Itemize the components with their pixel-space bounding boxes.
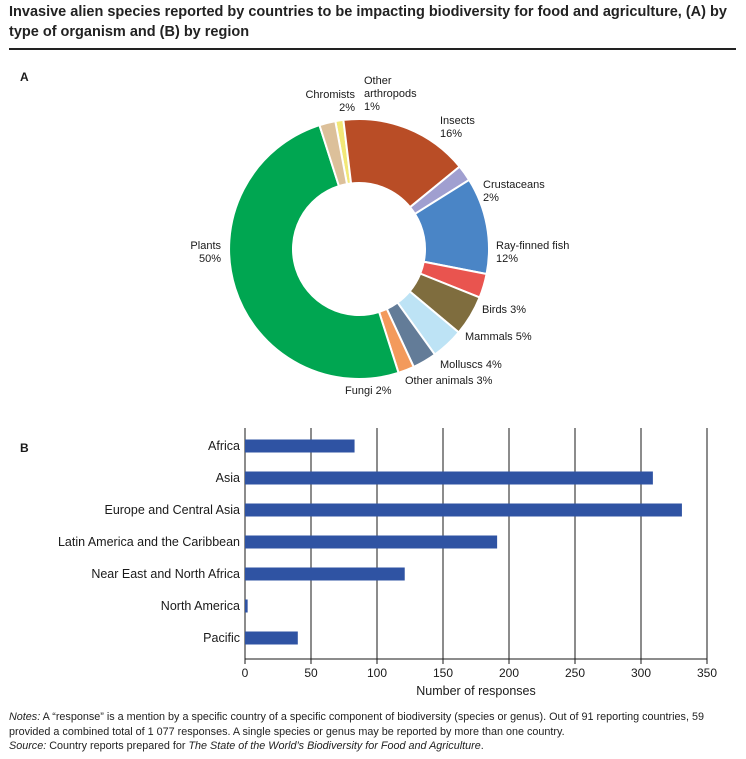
notes-paragraph: Notes: A “response” is a mention by a sp… xyxy=(9,710,739,739)
bar-near-east-and-north-africa xyxy=(245,567,405,581)
source-italic: The State of the World’s Biodiversity fo… xyxy=(188,740,481,752)
slice-label-other-animals: Other animals 3% xyxy=(405,375,493,387)
slice-label-line: Ray-finned fish xyxy=(496,240,569,252)
x-tick-label: 250 xyxy=(565,666,585,680)
slice-label-line: Crustaceans xyxy=(483,179,545,191)
slice-label-insects: Insects 16% xyxy=(440,115,475,140)
x-axis-title: Number of responses xyxy=(416,684,536,698)
category-label-latin-america-and-the-caribbean: Latin America and the Caribbean xyxy=(58,535,240,549)
bar-africa xyxy=(245,439,355,453)
slice-plants xyxy=(228,123,400,380)
x-tick-label: 150 xyxy=(433,666,453,680)
slice-label-line: 50% xyxy=(199,253,221,265)
x-tick-label: 50 xyxy=(304,666,318,680)
panel-a-letter: A xyxy=(20,70,29,84)
bar-north-america xyxy=(245,599,248,613)
source-end: . xyxy=(480,740,484,752)
slice-label-line: 1% xyxy=(364,101,380,113)
bar-europe-and-central-asia xyxy=(245,503,682,517)
slice-label-line: Molluscs 4% xyxy=(440,359,502,371)
x-tick-label: 0 xyxy=(242,666,249,680)
slice-label-line: Chromists xyxy=(305,89,355,101)
slice-label-line: 2% xyxy=(483,192,499,204)
bar-chart: 0 50 100 150 200 250 300 350 Africa Asia Europe an… xyxy=(58,428,717,698)
notes-block: Notes: A “response” is a mention by a sp… xyxy=(9,710,739,754)
slice-label-crustaceans: Crustaceans 2% xyxy=(483,179,545,204)
slice-label-mammals: Mammals 5% xyxy=(465,331,532,343)
slice-label-line: Fungi 2% xyxy=(345,385,392,397)
x-tick-label: 300 xyxy=(631,666,651,680)
slice-label-molluscs: Molluscs 4% xyxy=(440,359,502,371)
slice-label-line: Other animals 3% xyxy=(405,375,493,387)
category-label-asia: Asia xyxy=(216,471,240,485)
x-tick-label: 200 xyxy=(499,666,519,680)
notes-label: Notes: xyxy=(9,711,41,723)
bar-pacific xyxy=(245,631,298,645)
slice-label-line: 12% xyxy=(496,253,518,265)
title-rule xyxy=(9,48,736,50)
x-tick-label: 350 xyxy=(697,666,717,680)
bar-asia xyxy=(245,471,653,485)
source-paragraph: Source: Country reports prepared for The… xyxy=(9,739,739,754)
slice-label-chromists: Chromists 2% xyxy=(305,89,355,114)
bar-latin-america-and-the-caribbean xyxy=(245,535,498,549)
slice-label-line: Plants xyxy=(190,240,221,252)
slice-label-line: Mammals 5% xyxy=(465,331,532,343)
category-label-pacific: Pacific xyxy=(203,631,240,645)
slice-label-line: 2% xyxy=(339,102,355,114)
slice-label-line: Birds 3% xyxy=(482,304,526,316)
slice-label-fungi: Fungi 2% xyxy=(345,385,392,397)
category-label-africa: Africa xyxy=(208,439,240,453)
x-tick-label: 100 xyxy=(367,666,387,680)
slice-label-other-arthropods: Other arthropods 1% xyxy=(364,75,417,113)
slice-label-line: arthropods xyxy=(364,88,417,100)
slice-label-line: 16% xyxy=(440,128,462,140)
category-label-north-america: North America xyxy=(161,599,240,613)
source-label: Source: xyxy=(9,740,47,752)
slice-label-line: Insects xyxy=(440,115,475,127)
figure-title: Invasive alien species reported by count… xyxy=(9,4,727,40)
source-text: Country reports prepared for xyxy=(46,740,189,752)
slice-chromists xyxy=(318,120,349,188)
category-label-near-east-and-north-africa: Near East and North Africa xyxy=(91,567,240,581)
slice-label-birds: Birds 3% xyxy=(482,304,526,316)
slice-label-line: Other xyxy=(364,75,392,87)
panel-b-letter: B xyxy=(20,441,29,455)
donut-chart: Other arthropods 1%Insects 16%Crustaceans 2%… xyxy=(190,75,569,397)
slice-label-ray-finned-fish: Ray-finned fish 12% xyxy=(496,240,569,265)
notes-text: A “response” is a mention by a specific … xyxy=(9,711,704,738)
slice-label-plants: Plants 50% xyxy=(190,240,221,265)
category-label-europe-and-central-asia: Europe and Central Asia xyxy=(104,503,240,517)
